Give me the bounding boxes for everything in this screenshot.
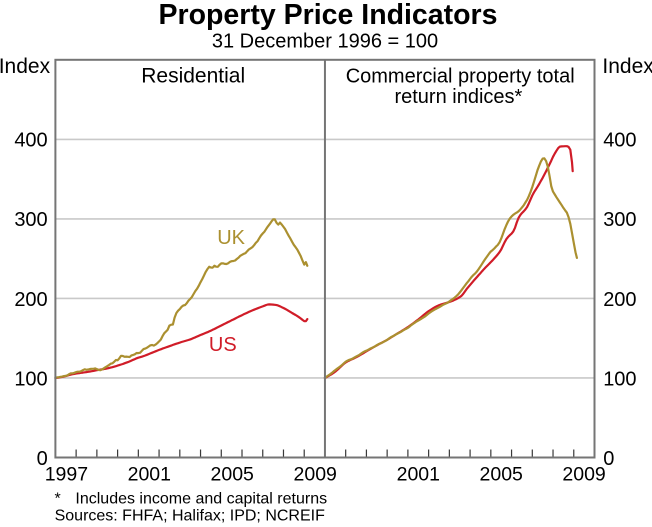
svg-text:2001: 2001 — [128, 463, 171, 485]
svg-text:Property Price Indicators: Property Price Indicators — [159, 0, 498, 31]
svg-text:2009: 2009 — [294, 463, 337, 485]
svg-text:Index: Index — [602, 55, 652, 78]
svg-text:Sources: FHFA; Halifax; IPD; N: Sources: FHFA; Halifax; IPD; NCREIF — [55, 508, 326, 525]
svg-text:400: 400 — [14, 130, 47, 152]
svg-text:return indices*: return indices* — [394, 86, 522, 108]
svg-text:2005: 2005 — [211, 463, 255, 485]
svg-text:0: 0 — [37, 448, 48, 470]
svg-text:2005: 2005 — [480, 463, 524, 485]
svg-text:100: 100 — [603, 368, 636, 390]
svg-text:Residential: Residential — [141, 64, 245, 87]
svg-text:300: 300 — [603, 209, 636, 231]
svg-text:Index: Index — [0, 55, 51, 78]
svg-text:1997: 1997 — [45, 463, 88, 485]
svg-text:2001: 2001 — [397, 463, 440, 485]
svg-text:31 December 1996 = 100: 31 December 1996 = 100 — [212, 31, 438, 53]
svg-text:100: 100 — [14, 368, 47, 390]
svg-text:*: * — [55, 491, 61, 508]
svg-text:200: 200 — [14, 289, 47, 311]
svg-text:2009: 2009 — [562, 463, 605, 485]
svg-text:400: 400 — [603, 130, 636, 152]
svg-text:Commercial property total: Commercial property total — [346, 65, 575, 87]
svg-text:Includes income and capital re: Includes income and capital returns — [75, 491, 327, 508]
svg-text:UK: UK — [217, 227, 245, 249]
svg-text:US: US — [209, 334, 237, 356]
svg-text:200: 200 — [603, 289, 636, 311]
svg-text:300: 300 — [14, 209, 47, 231]
svg-text:0: 0 — [603, 448, 614, 470]
